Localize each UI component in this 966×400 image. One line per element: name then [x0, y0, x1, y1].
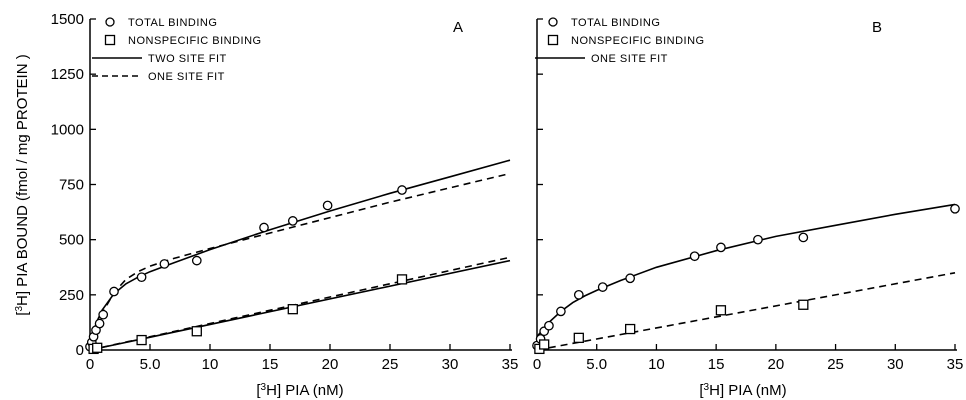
panel-a-legend-label-0: TOTAL BINDING — [128, 17, 217, 29]
panel-b-x-tick-label: 0 — [533, 356, 541, 373]
panel-b: 0 5.0 10 15 20 25 30 35 TOTAL BINDING NONSPECIFI… — [532, 17, 964, 400]
panel-a-x-tick-label: 25 — [382, 356, 399, 373]
panel-a-total-binding-point — [191, 255, 202, 266]
panel-a-nonspecific-binding-point — [136, 334, 147, 346]
panel-b-fit-line-0 — [536, 203, 956, 338]
panel-a-legend-label-1: NONSPECIFIC BINDING — [128, 35, 262, 47]
panel-b-total-binding-point — [950, 203, 960, 214]
panel-a-y-tick-label: 500 — [59, 232, 84, 249]
panel-b-fit-line-1 — [536, 272, 956, 351]
panel-b-x-tick-label: 10 — [648, 356, 665, 373]
panel-b-legend: TOTAL BINDING NONSPECIFIC BINDING ONE SITE… — [535, 17, 705, 65]
panel-b-nonspecific-binding-point — [715, 305, 727, 316]
panel-a-x-tick-label: 30 — [442, 356, 459, 373]
panel-b-nonspecific-binding-point — [573, 332, 584, 344]
panel-b-total-binding-point — [689, 251, 700, 262]
panel-a-marks — [85, 159, 511, 355]
panel-b-nonspecific-binding-point — [798, 299, 809, 310]
panel-b-total-binding-point — [798, 232, 809, 243]
panel-a-nonspecific-binding-point — [287, 304, 298, 315]
panel-a-x-tick-label: 35 — [502, 356, 519, 373]
panel-b-x-axis-title: [3H] PIA (nM) — [699, 382, 786, 400]
panel-b-total-binding-point — [556, 306, 566, 317]
panel-b-legend-label-2: ONE SITE FIT — [591, 53, 668, 65]
panel-b-total-binding-point — [716, 242, 726, 253]
panel-b-legend-symbol-0 — [548, 17, 558, 27]
panel-a-x-tick-label: 20 — [322, 356, 339, 373]
panel-a-total-binding-point — [94, 318, 105, 329]
panel-a-total-binding-point — [109, 286, 119, 297]
panel-b-legend-label-1: NONSPECIFIC BINDING — [571, 35, 705, 47]
panel-b-x-tick-label: 30 — [887, 356, 904, 373]
panel-b-marks — [532, 203, 960, 355]
panel-a-legend: TOTAL BINDING NONSPECIFIC BINDING TWO SITE… — [92, 17, 262, 83]
panel-b-total-binding-point — [544, 320, 554, 331]
panel-b-x-tick-label: 20 — [768, 356, 785, 373]
panel-a-total-binding-point — [136, 272, 147, 283]
panel-a-axes: 0 5.0 10 15 20 25 30 35 0 250 500 750 1000 1250 1500 — [51, 11, 519, 373]
panel-b-x-tick-label: 35 — [947, 356, 964, 373]
panel-b-axes: 0 5.0 10 15 20 25 30 35 — [533, 18, 964, 373]
panel-a-legend-symbol-0 — [105, 17, 115, 27]
panel-a-total-binding-point — [259, 222, 269, 233]
panel-b-nonspecific-binding-point — [539, 339, 550, 350]
panel-a-x-tick-label: 5.0 — [140, 356, 161, 373]
panel-b-nonspecific-binding-point — [625, 323, 636, 335]
panel-a-y-tick-label: 1500 — [51, 11, 84, 28]
panel-a-total-binding-point — [159, 259, 170, 269]
panel-a-nonspecific-binding-point — [191, 326, 202, 337]
panel-a-y-tick-label: 1000 — [51, 121, 84, 138]
panel-a-total-binding-point — [98, 309, 109, 320]
panel-b-letter: B — [872, 19, 882, 36]
panel-a-total-binding-point — [322, 200, 333, 211]
panel-a-total-binding-point — [397, 185, 407, 195]
panel-a-x-tick-label: 0 — [86, 356, 94, 373]
panel-a-y-tick-label: 750 — [59, 177, 84, 194]
panel-b-legend-label-0: TOTAL BINDING — [571, 17, 660, 29]
panel-a-legend-label-2: TWO SITE FIT — [148, 53, 227, 65]
panel-b-total-binding-point — [753, 234, 763, 245]
panel-b-legend-symbol-1 — [547, 34, 559, 46]
panel-a-legend-label-3: ONE SITE FIT — [148, 71, 225, 83]
panel-a-y-tick-label: 250 — [59, 287, 84, 304]
panel-a-letter: A — [453, 19, 463, 36]
panel-a-fit-line-2 — [89, 259, 511, 351]
panel-a-nonspecific-binding-point — [396, 274, 408, 285]
panel-b-total-binding-point — [573, 289, 584, 300]
panel-a-nonspecific-binding-point — [92, 342, 103, 353]
panel-a-legend-symbol-1 — [104, 34, 116, 46]
panel-b-total-binding-point — [625, 273, 636, 284]
panel-a-y-tick-label: 0 — [76, 342, 84, 359]
panel-a-total-binding-point — [287, 216, 298, 226]
panel-a-x-tick-label: 15 — [262, 356, 279, 373]
y-axis-title: [3H] PIA BOUND (fmol / mg PROTEIN ) — [14, 54, 32, 315]
panel-b-x-tick-label: 25 — [827, 356, 844, 373]
panel-a-fit-line-1 — [89, 172, 511, 351]
panel-a-y-tick-label: 1250 — [51, 66, 84, 83]
panel-b-x-tick-label: 5.0 — [586, 356, 607, 373]
panel-b-total-binding-point — [597, 282, 608, 292]
panel-a-x-axis-title: [3H] PIA (nM) — [256, 382, 343, 400]
panel-a-x-tick-label: 10 — [202, 356, 219, 373]
panel-a: 0 5.0 10 15 20 25 30 35 0 250 500 750 1000 1250 1500 T… — [51, 11, 519, 399]
panel-b-x-tick-label: 15 — [708, 356, 725, 373]
